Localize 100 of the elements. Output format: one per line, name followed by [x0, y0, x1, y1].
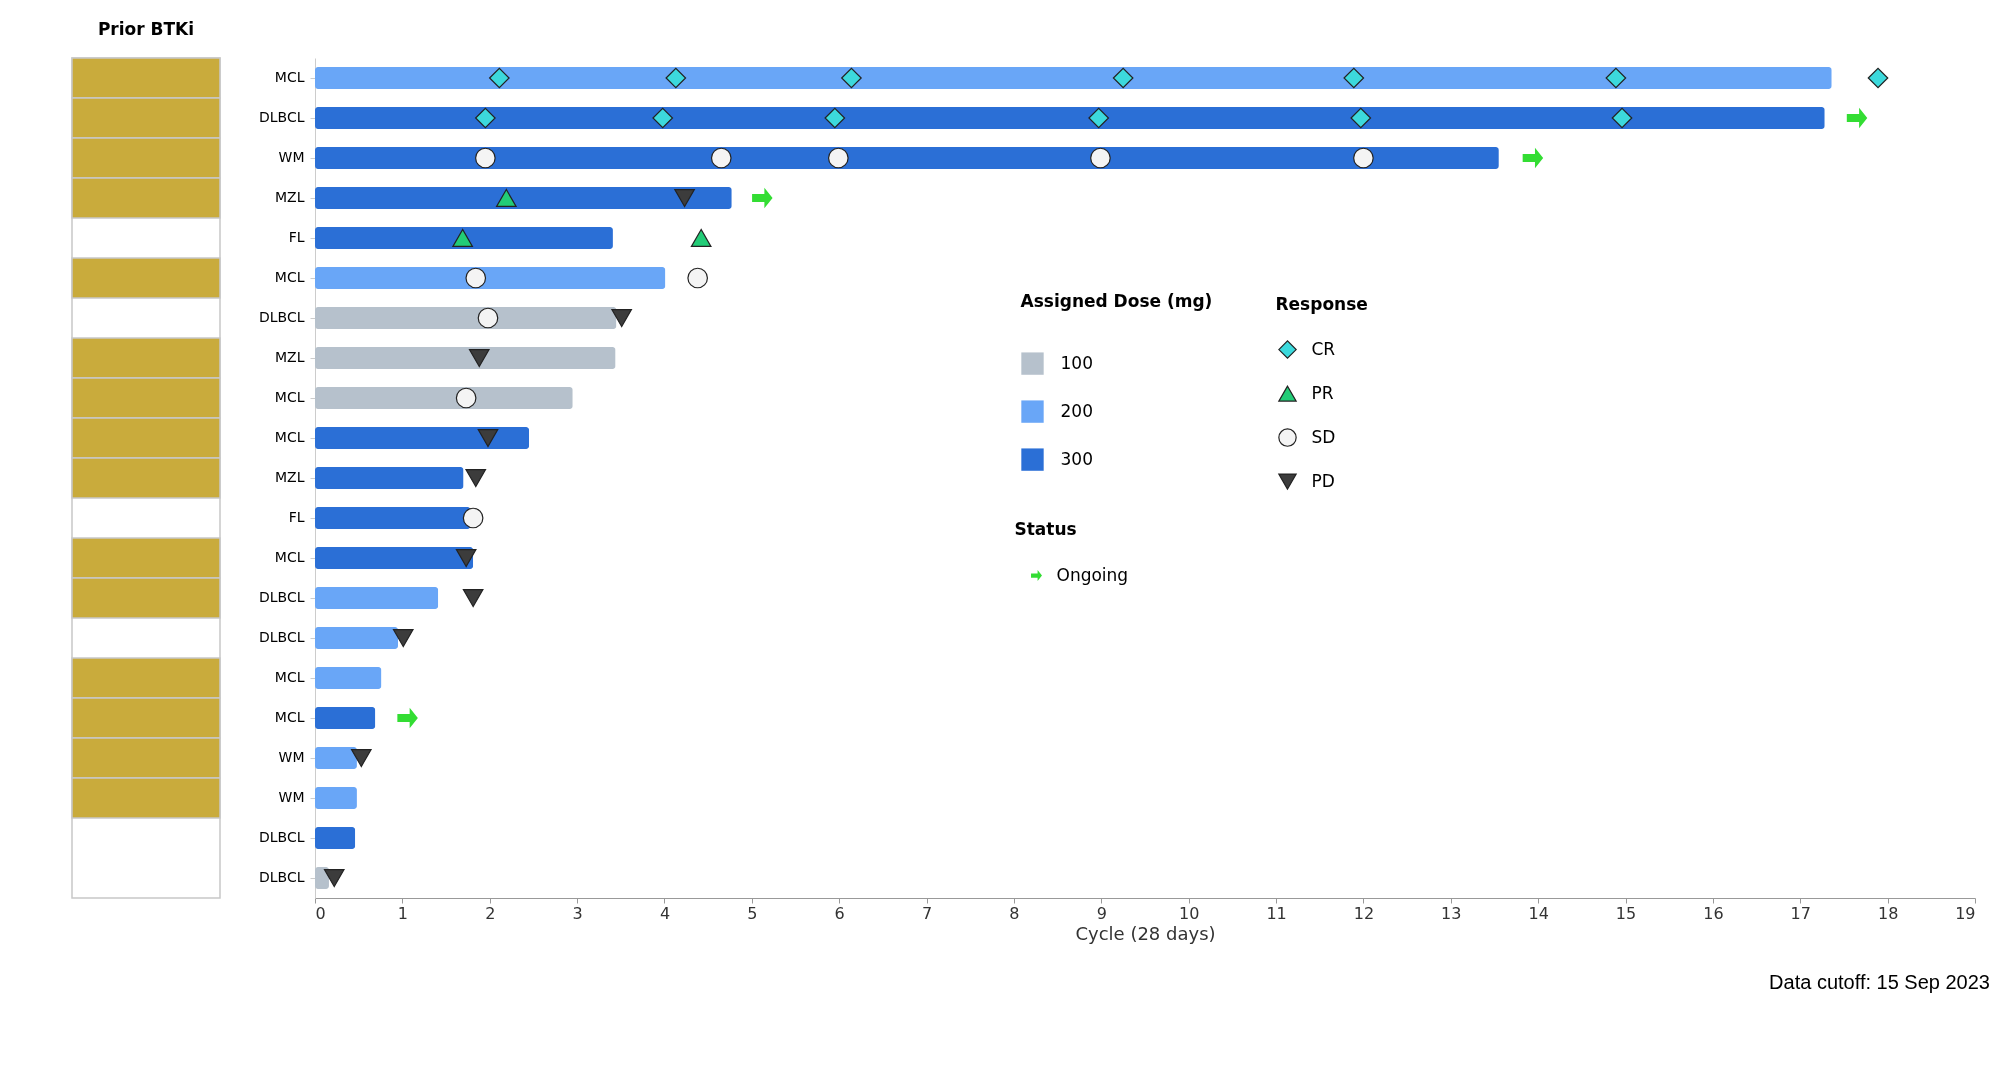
point [1522, 147, 1544, 169]
point [323, 868, 345, 888]
point [652, 107, 674, 129]
bar [315, 227, 613, 249]
text: Response [1275, 293, 1368, 314]
bar [315, 467, 464, 489]
bar [315, 147, 1499, 169]
y-tick-label: FL [288, 509, 305, 525]
y-tick-label: FL [288, 229, 305, 245]
bar [315, 507, 471, 529]
y-tick-label: DLBCL [258, 589, 305, 605]
point [475, 147, 496, 169]
y-tick-label: WM [278, 749, 305, 765]
point [674, 188, 695, 208]
y-tick-label: DLBCL [258, 629, 305, 645]
text: Status [1014, 518, 1077, 539]
point [462, 507, 484, 529]
bar [315, 267, 666, 289]
x-tick-label: 17 [1790, 903, 1811, 923]
x-tick-label: 11 [1266, 903, 1287, 923]
y-tick-label: WM [278, 149, 305, 165]
text: Data cutoff: 15 Sep 2023 [1769, 971, 1990, 993]
point [1867, 67, 1889, 89]
bar [315, 787, 357, 809]
point [475, 107, 496, 129]
x-tick-label: 12 [1353, 903, 1375, 923]
chart-title: Prior BTKi [97, 19, 195, 40]
point [1846, 107, 1868, 129]
y-tick-label: MZL [275, 349, 305, 365]
bar [315, 707, 376, 729]
bar [315, 427, 530, 449]
point [477, 307, 499, 329]
point [690, 228, 712, 248]
y-tick-label: MCL [274, 69, 305, 85]
y-tick-label: MCL [274, 269, 305, 285]
y-tick-label: DLBCL [258, 109, 305, 125]
point [1350, 107, 1372, 129]
bar [315, 347, 616, 369]
x-tick-label: 9 [1096, 903, 1107, 923]
bar [315, 387, 573, 409]
point [611, 308, 633, 328]
legend-label: Ongoing [1056, 564, 1129, 585]
point [489, 67, 510, 89]
bar [315, 747, 357, 769]
x-tick-label: 10 [1179, 903, 1200, 923]
x-tick-label: 1 [397, 903, 408, 923]
x-axis-title: Cycle (28 days) [1075, 922, 1216, 944]
y-tick-label: MCL [274, 709, 305, 725]
y-tick-label: DLBCL [258, 829, 305, 845]
point [1090, 147, 1111, 169]
text: Assigned Dose (mg) [1020, 290, 1213, 311]
y-tick-label: DLBCL [258, 309, 305, 325]
point [665, 67, 687, 89]
point [495, 188, 517, 208]
point [824, 107, 846, 129]
point [455, 548, 477, 568]
point [1353, 147, 1374, 169]
point [1605, 67, 1627, 89]
y-tick-label: MZL [275, 189, 305, 205]
bar [315, 827, 356, 849]
y-tick-label: MZL [275, 469, 305, 485]
bar [315, 627, 398, 649]
x-tick-label: 5 [747, 903, 758, 923]
y-tick-label: MCL [274, 429, 305, 445]
x-tick-label: 19 [1955, 903, 1976, 923]
bar [315, 667, 382, 689]
legend-label: CR [1311, 338, 1336, 359]
legend-label: 200 [1060, 400, 1093, 421]
y-tick-label: MCL [274, 389, 305, 405]
x-tick-label: 3 [572, 903, 583, 923]
x-tick-label: 4 [659, 903, 671, 923]
point [1112, 67, 1134, 89]
x-tick-label: 13 [1441, 903, 1462, 923]
point [465, 267, 487, 289]
point [477, 428, 499, 448]
y-tick-label: MCL [274, 669, 305, 685]
x-tick-label: 15 [1615, 903, 1637, 923]
point [841, 67, 862, 89]
y-tick-label: DLBCL [258, 869, 305, 885]
y-tick-label: WM [278, 789, 305, 805]
x-tick-label: 18 [1877, 903, 1899, 923]
point [452, 228, 473, 248]
point [1088, 107, 1110, 129]
x-tick-label: 8 [1009, 903, 1020, 923]
point [710, 147, 732, 169]
bar [315, 107, 1825, 129]
x-tick-label: 16 [1703, 903, 1724, 923]
legend-label: PD [1311, 470, 1335, 491]
x-tick-label: 7 [921, 903, 933, 923]
bar [315, 587, 439, 609]
point [465, 468, 487, 488]
legend-label: PR [1311, 382, 1334, 403]
bar [315, 67, 1832, 89]
legend-label: 100 [1060, 352, 1093, 373]
x-tick-label: 14 [1528, 903, 1549, 923]
point [455, 387, 477, 409]
point [350, 748, 372, 768]
legend-label: 300 [1060, 448, 1093, 469]
point [1343, 67, 1365, 89]
bar [315, 307, 617, 329]
